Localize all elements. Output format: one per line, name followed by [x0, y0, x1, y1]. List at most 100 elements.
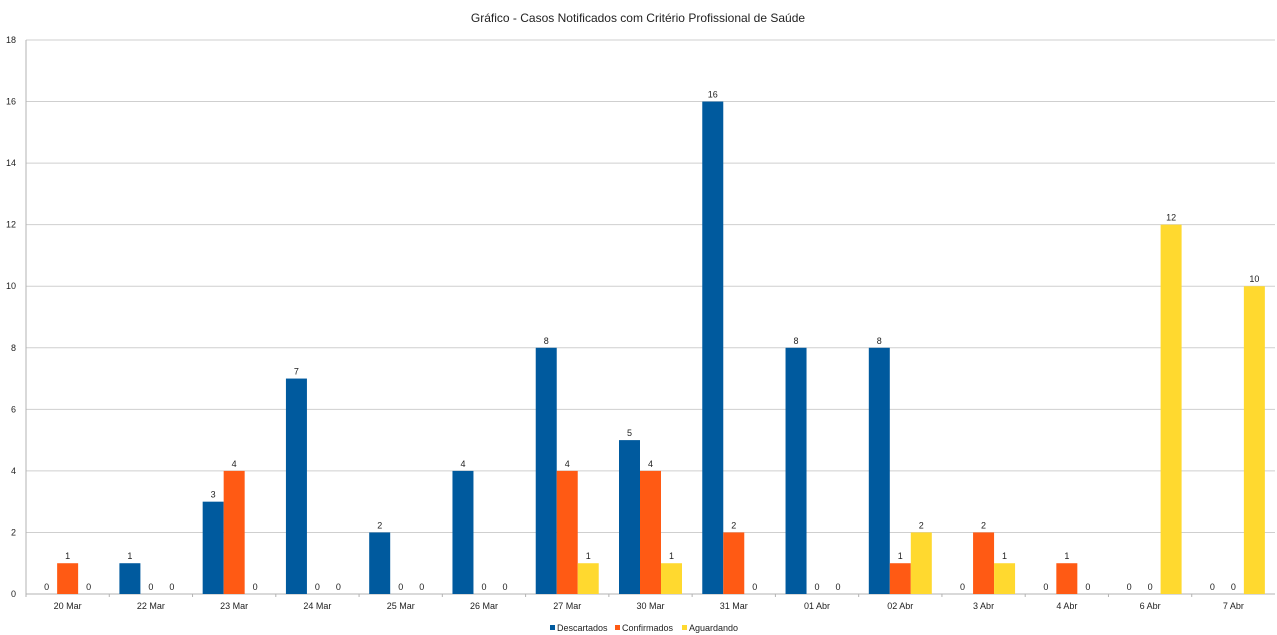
data-label: 0: [1085, 582, 1090, 592]
data-label: 1: [1002, 551, 1007, 561]
data-label: 8: [877, 336, 882, 346]
y-tick-label: 18: [6, 35, 16, 45]
bars: [57, 101, 1265, 595]
data-label: 0: [86, 582, 91, 592]
bar-confirmados: [973, 532, 995, 594]
y-tick-label: 2: [11, 527, 16, 537]
chart-title: Gráfico - Casos Notificados com Critério…: [471, 11, 805, 25]
x-tick-label: 25 Mar: [387, 601, 415, 611]
x-tick-label: 23 Mar: [220, 601, 248, 611]
data-label: 0: [315, 582, 320, 592]
bar-aguardando: [994, 563, 1016, 594]
y-tick-label: 8: [11, 343, 16, 353]
bar-aguardando: [1243, 286, 1265, 594]
data-label: 8: [544, 336, 549, 346]
data-label: 0: [960, 582, 965, 592]
data-label: 2: [731, 520, 736, 530]
y-tick-label: 6: [11, 404, 16, 414]
bar-confirmados: [223, 470, 245, 594]
data-label: 4: [648, 459, 653, 469]
data-label: 1: [65, 551, 70, 561]
data-label: 0: [1210, 582, 1215, 592]
y-axis-ticks: 0 2 4 6 8 10 12 14 16 18: [6, 35, 16, 599]
data-label: 1: [669, 551, 674, 561]
data-label: 0: [1043, 582, 1048, 592]
bar-aguardando: [1160, 224, 1182, 594]
bar-descartados: [535, 347, 557, 594]
bar-confirmados: [640, 470, 661, 594]
bar-descartados: [702, 101, 724, 595]
y-tick-label: 14: [6, 158, 16, 168]
data-label: 0: [502, 582, 507, 592]
data-label: 1: [1064, 551, 1069, 561]
x-tick-label: 7 Abr: [1223, 601, 1244, 611]
x-tick-label: 30 Mar: [636, 601, 664, 611]
data-label: 4: [232, 459, 237, 469]
data-label: 7: [294, 367, 299, 377]
legend-label: Confirmados: [622, 623, 674, 633]
x-tick-label: 01 Abr: [804, 601, 830, 611]
bar-confirmados: [1056, 563, 1078, 594]
x-tick-label: 26 Mar: [470, 601, 498, 611]
data-label: 0: [148, 582, 153, 592]
x-tick-label: 6 Abr: [1140, 601, 1161, 611]
data-label: 0: [481, 582, 486, 592]
data-label: 8: [794, 336, 799, 346]
bar-descartados: [619, 440, 640, 594]
legend-swatch: [550, 625, 555, 630]
bar-confirmados: [889, 563, 911, 594]
bar-descartados: [202, 501, 224, 594]
bar-confirmados: [723, 532, 745, 594]
bar-descartados: [452, 470, 474, 594]
x-tick-label: 20 Mar: [54, 601, 82, 611]
data-label: 0: [836, 582, 841, 592]
data-label: 0: [398, 582, 403, 592]
data-label: 0: [1127, 582, 1132, 592]
data-label: 12: [1166, 213, 1176, 223]
x-tick-label: 02 Abr: [887, 601, 913, 611]
bar-aguardando: [910, 532, 932, 594]
data-label: 0: [419, 582, 424, 592]
y-tick-label: 10: [6, 281, 16, 291]
legend-label: Descartados: [557, 623, 608, 633]
data-label: 0: [1148, 582, 1153, 592]
data-label: 3: [211, 490, 216, 500]
data-label: 2: [919, 520, 924, 530]
data-label: 1: [586, 551, 591, 561]
data-label: 2: [981, 520, 986, 530]
bar-confirmados: [556, 470, 578, 594]
bar-confirmados: [57, 563, 79, 594]
data-label: 0: [815, 582, 820, 592]
data-label: 4: [565, 459, 570, 469]
bar-aguardando: [577, 563, 599, 594]
data-label: 0: [44, 582, 49, 592]
data-label: 1: [127, 551, 132, 561]
x-tick-label: 3 Abr: [973, 601, 994, 611]
data-label: 0: [253, 582, 258, 592]
bar-descartados: [369, 532, 391, 594]
legend-label: Aguardando: [689, 623, 738, 633]
data-label: 0: [169, 582, 174, 592]
data-label: 1: [898, 551, 903, 561]
x-tick-label: 31 Mar: [720, 601, 748, 611]
data-label: 4: [460, 459, 465, 469]
y-tick-label: 4: [11, 466, 16, 476]
x-tick-label: 4 Abr: [1056, 601, 1077, 611]
bar-descartados: [119, 563, 141, 594]
bar-descartados: [285, 378, 307, 594]
data-label: 0: [752, 582, 757, 592]
bar-descartados: [868, 347, 890, 594]
data-label: 2: [377, 520, 382, 530]
x-axis-ticks: 20 Mar 22 Mar 23 Mar 24 Mar 25 Mar 26 Mar 27 M…: [25, 594, 1244, 611]
bar-descartados: [785, 347, 807, 594]
legend-swatch: [682, 625, 687, 630]
bar-aguardando: [661, 563, 682, 594]
y-tick-label: 0: [11, 589, 16, 599]
data-label: 0: [1231, 582, 1236, 592]
data-label: 0: [336, 582, 341, 592]
x-tick-label: 27 Mar: [553, 601, 581, 611]
data-label: 16: [708, 90, 718, 100]
y-tick-label: 16: [6, 97, 16, 107]
